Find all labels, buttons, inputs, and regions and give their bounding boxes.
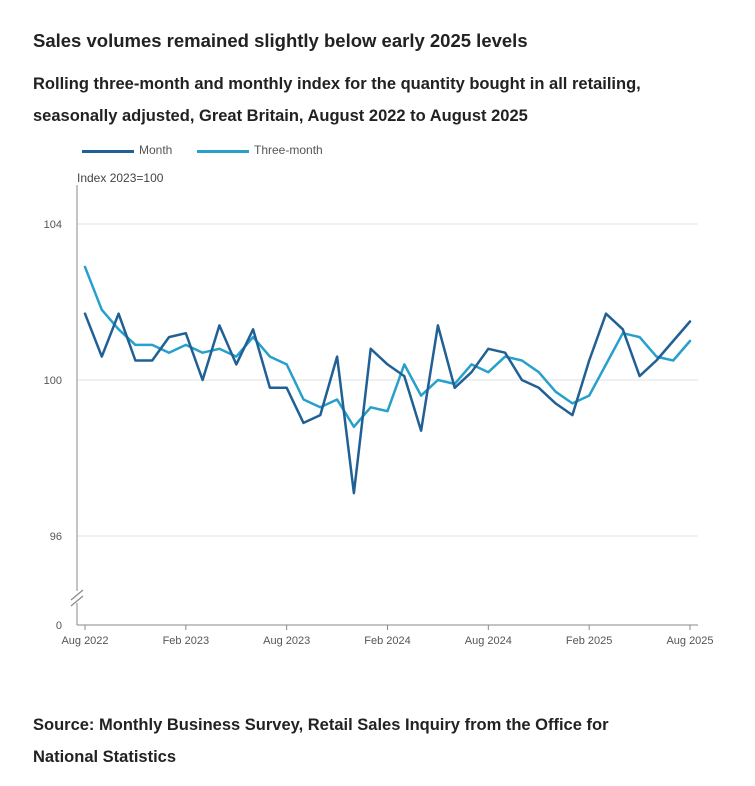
y-tick-label: 100: [44, 375, 62, 387]
x-tick-label: Aug 2025: [666, 635, 713, 647]
x-tick-label: Feb 2023: [163, 635, 209, 647]
series-line-month: [83, 312, 692, 495]
legend-swatch-month: [82, 150, 134, 153]
x-tick-label: Aug 2024: [465, 635, 512, 647]
y-tick-label: 0: [56, 620, 62, 632]
x-tick-label: Aug 2022: [61, 635, 108, 647]
y-axis-unit-label: Index 2023=100: [77, 171, 164, 185]
x-tick-label: Feb 2024: [364, 635, 410, 647]
legend-label-three-month: Three-month: [254, 143, 323, 157]
legend-label-month: Month: [139, 143, 173, 157]
x-tick-label: Aug 2023: [263, 635, 310, 647]
source-note: Source: Monthly Business Survey, Retail …: [33, 716, 609, 766]
legend-swatch-three-month: [197, 150, 249, 153]
series-line-three-month: [83, 265, 692, 429]
y-tick-label: 96: [50, 531, 62, 543]
axis-break-mark: [70, 595, 84, 607]
y-tick-label: 104: [44, 219, 62, 231]
chart-subtitle: Rolling three-month and monthly index fo…: [33, 75, 641, 125]
x-tick-label: Feb 2025: [566, 635, 612, 647]
axis-break-mark: [70, 589, 84, 601]
chart-title: Sales volumes remained slightly below ea…: [33, 30, 528, 51]
